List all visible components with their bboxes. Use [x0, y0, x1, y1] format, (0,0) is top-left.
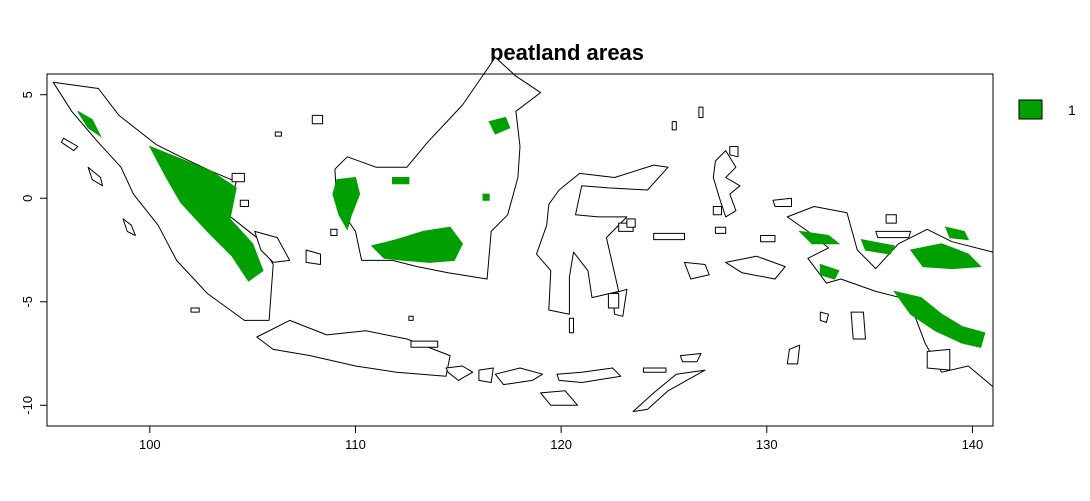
- region-timor: [632, 369, 706, 412]
- peat-area-sarawak-border: [392, 177, 410, 185]
- peat-area-papua-north-coast: [944, 226, 970, 241]
- region-belitung: [305, 249, 321, 265]
- region-sumba: [540, 390, 579, 406]
- region-aru-islands: [850, 311, 866, 340]
- peat-area-mamberamo: [909, 243, 982, 270]
- peat-areas: [77, 110, 986, 348]
- peat-area-bird-s-head: [798, 230, 841, 245]
- region-wetar: [679, 353, 702, 363]
- legend-label: 1: [1068, 102, 1076, 118]
- region-flores: [556, 367, 622, 383]
- legend-swatch: [1018, 99, 1043, 120]
- region-bangka: [254, 230, 291, 263]
- region-banggai: [626, 218, 636, 228]
- peat-area-east-kalimantan: [488, 116, 511, 135]
- region-enggano: [190, 307, 200, 313]
- region-anambas: [274, 131, 282, 137]
- region-yamdena: [786, 344, 801, 365]
- region-bawean: [408, 315, 414, 321]
- region-selayar: [568, 317, 574, 334]
- region-bali: [445, 365, 474, 381]
- region-natuna: [311, 114, 324, 125]
- region-morotai: [729, 146, 739, 158]
- peat-area-mahakam: [482, 193, 490, 201]
- region-sumatra: [52, 81, 274, 321]
- region-kai-islands: [819, 311, 829, 323]
- region-bacan: [712, 206, 722, 216]
- peat-area-central-kalimantan: [370, 226, 463, 263]
- region-siberut: [122, 218, 136, 236]
- plot-frame: [46, 73, 994, 427]
- region-sangihe: [671, 121, 677, 131]
- map-title: peatland areas: [490, 40, 644, 65]
- region-borneo: [334, 56, 542, 280]
- region-halmahera: [712, 150, 741, 218]
- region-yapen: [875, 230, 912, 239]
- region-riau-islands: [231, 172, 245, 183]
- peat-area-north-sumatra-coast: [77, 110, 102, 138]
- y-tick-label: -10: [20, 396, 35, 415]
- region-waigeo: [772, 197, 792, 207]
- y-tick-label: -5: [20, 296, 35, 308]
- region-sumbawa: [494, 367, 544, 386]
- legend: 1: [1018, 99, 1076, 120]
- y-tick-label: 0: [20, 195, 35, 202]
- region-lingga: [239, 199, 249, 207]
- region-muna: [607, 293, 620, 309]
- x-tick-label: 120: [550, 437, 572, 452]
- region-alor: [642, 367, 667, 373]
- peat-area-east-sumatra-coast: [148, 145, 264, 282]
- x-tick-label: 140: [962, 437, 984, 452]
- region-obi: [714, 226, 727, 234]
- region-java: [256, 319, 451, 377]
- region-simeulue: [60, 137, 79, 152]
- x-tick-label: 110: [345, 437, 366, 452]
- x-tick-label: 130: [756, 437, 778, 452]
- region-nias: [87, 166, 103, 187]
- region-madura: [410, 340, 439, 348]
- region-talaud: [698, 106, 704, 118]
- region-biak: [885, 214, 897, 224]
- x-axis: 100 110 120 130 140: [139, 426, 983, 452]
- peat-area-bomberai: [819, 263, 840, 280]
- region-sulawesi: [536, 164, 669, 315]
- region-kolepom: [926, 348, 951, 371]
- region-buru: [684, 261, 710, 280]
- peat-area-papua-north: [860, 238, 896, 255]
- y-tick-label: 5: [20, 91, 35, 98]
- region-misool: [760, 235, 776, 243]
- peat-area-south-papua: [893, 290, 986, 348]
- y-axis: 5 0 -5 -10: [20, 91, 47, 415]
- region-sula: [653, 232, 685, 241]
- peat-area-west-kalimantan: [332, 176, 361, 231]
- region-lombok: [478, 367, 494, 383]
- region-karimata: [330, 228, 338, 236]
- region-seram: [725, 255, 786, 280]
- x-tick-label: 100: [139, 437, 161, 452]
